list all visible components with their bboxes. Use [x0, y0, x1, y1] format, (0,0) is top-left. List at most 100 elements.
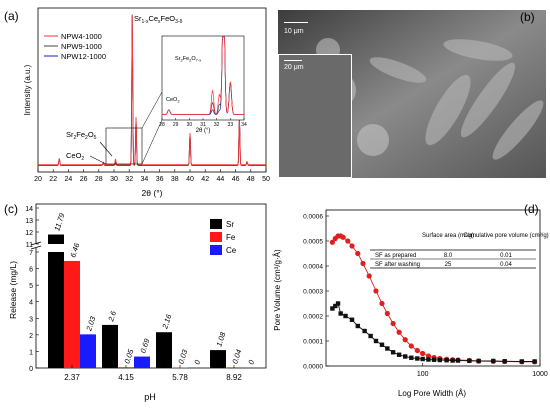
peak-sr2fe2o5-label: Sr2Fe2O5: [66, 130, 97, 141]
bar-Sr-2.37: [48, 234, 64, 244]
a-xtick-label: 32: [125, 176, 133, 183]
d-point-as-prepared: [414, 347, 420, 354]
d-point-after-washing: [415, 356, 420, 361]
panel-d-xlabel: Log Pore Width (Å): [398, 389, 466, 398]
zoom-line-top: [141, 91, 163, 129]
panel-label-a: (a): [4, 9, 19, 23]
panel-a-xticks: 20 22 24 26 28 30 32 34 36 38 40 42 44 46 48 50: [34, 169, 270, 183]
d-point-after-washing: [385, 346, 390, 351]
a-xtick-label: 48: [247, 176, 255, 183]
d-point-after-washing: [362, 328, 367, 334]
panel-label-d: (d): [524, 202, 539, 216]
legend-swatch-ce: [210, 245, 222, 255]
d-point-after-washing: [379, 342, 385, 347]
d-point-as-prepared: [402, 337, 408, 343]
a-xtick-label: 24: [65, 176, 73, 183]
scale-label-outer: 10 μm: [284, 28, 304, 35]
d-point-after-washing: [467, 358, 472, 363]
panel-a-ylabel: Intensity (a.u.): [23, 64, 32, 115]
d-point-after-washing: [431, 357, 437, 362]
panel-a-inset-series: [162, 36, 244, 115]
a-xtick-label: 38: [171, 176, 179, 183]
d-point-after-washing: [343, 313, 348, 319]
bar-value-label: 2.03: [84, 315, 98, 333]
a-xtick-label: 34: [141, 176, 149, 183]
d-point-after-washing: [338, 311, 343, 316]
d-point-after-washing: [396, 352, 402, 357]
table-header-surface: Surface area (m²/g): [422, 233, 474, 239]
d-point-as-prepared: [329, 239, 335, 245]
d-point-after-washing: [532, 359, 537, 364]
scale-label-inner: 20 μm: [284, 64, 304, 71]
panel-c-legend: Sr Fe Ce: [210, 219, 237, 255]
table-row1-volume: 0.01: [500, 253, 512, 259]
d-point-after-washing: [335, 301, 341, 306]
panel-c-axis-break: [30, 241, 42, 250]
legend-npw12: NPW12-1000: [61, 52, 106, 61]
d-point-after-washing: [368, 333, 373, 339]
a-xtick-label: 50: [262, 176, 270, 183]
d-point-after-washing: [355, 323, 361, 329]
table-row1-surface: 8.0: [444, 253, 453, 259]
d-ytick-label: 0.0004: [303, 264, 323, 271]
inset-sr2fe2o7-label: Sr2Fe2O7-x: [175, 56, 201, 63]
panel-d-table: Surface area (m²/g) Cumulative pore volu…: [370, 233, 549, 269]
bar-Fe-2.37: [64, 260, 80, 368]
d-point-after-washing: [349, 317, 355, 322]
inset-tick-label: 31: [200, 122, 206, 128]
d-point-after-washing: [476, 358, 481, 364]
d-ytick-label: 0.0001: [303, 339, 323, 346]
c-ytick-label: 6: [29, 267, 33, 274]
c-ytick-label: 4: [29, 300, 33, 307]
panel-d-xticks: 100 1000: [417, 363, 548, 378]
d-point-as-prepared: [349, 243, 355, 249]
bar-Ce-2.37: [80, 334, 96, 368]
panel-d-ylabel: Pore Volume (cm³/g·Å): [273, 249, 282, 331]
d-point-as-prepared: [390, 320, 396, 327]
peak-ceo2-label: CeO2: [66, 151, 84, 162]
d-point-after-washing: [450, 358, 455, 363]
legend-npw9: NPW9-1000: [61, 42, 102, 51]
bar-Sr-4.15: [102, 324, 118, 368]
zoom-box: [105, 127, 143, 165]
a-xtick-label: 40: [186, 176, 194, 183]
bar-value-label: 0.69: [138, 337, 151, 354]
d-point-as-prepared: [355, 250, 361, 257]
c-ytick-label: 7: [29, 250, 33, 257]
table-row2-volume: 0.04: [500, 262, 512, 268]
bar-value-label: 0.05: [122, 347, 135, 364]
inset-xlabel: 2θ (°): [196, 128, 211, 134]
d-point-after-washing: [426, 357, 431, 362]
d-point-after-washing: [373, 338, 379, 344]
c-ytick-label: 3: [29, 316, 33, 323]
a-xtick-label: 28: [95, 176, 103, 183]
scale-bar-inner: [284, 60, 302, 61]
panel-c-xlabel: pH: [144, 392, 156, 402]
c-ytick-label: 14: [25, 206, 33, 213]
scale-bar-outer: [284, 22, 308, 23]
c-ytick-label: 5: [29, 283, 33, 290]
bar-Sr-2.37-lower: [48, 252, 64, 368]
bar-Sr-5.78: [156, 332, 172, 368]
bar-value-label: 0: [246, 358, 256, 366]
legend-fe: Fe: [226, 233, 236, 242]
peak-main-label: Sr1-xCexFeO3-δ: [134, 14, 183, 25]
bar-value-label: 0.03: [176, 348, 189, 365]
panel-d-yticks: 0.0000 0.0001 0.0002 0.0003 0.0004 0.0005 0.00…: [303, 214, 329, 371]
inset-series-NPW4-1000: [162, 36, 244, 115]
bar-Sr-8.92: [210, 350, 226, 368]
c-ytick-label: 11: [26, 242, 33, 249]
d-point-as-prepared: [396, 329, 402, 335]
bar-value-label: 1.08: [214, 330, 227, 347]
bar-value-label: 6.46: [68, 241, 81, 258]
inset-tick-label: 32: [214, 122, 220, 128]
d-point-after-washing: [519, 359, 525, 364]
table-row2-name: SF after washing: [375, 262, 420, 268]
panel-c-xticks: 2.37 4.15 5.78 8.92: [64, 365, 242, 382]
c-ytick-label: 13: [25, 218, 33, 225]
table-row1-name: SF as prepared: [375, 253, 416, 259]
inset-tick-label: 29: [173, 122, 179, 128]
inset-ceo2-label: CeO2: [166, 97, 180, 104]
d-xtick-label: 100: [417, 371, 429, 378]
